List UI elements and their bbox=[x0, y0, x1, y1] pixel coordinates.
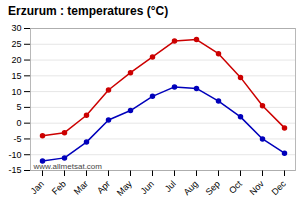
svg-text:-10: -10 bbox=[8, 150, 21, 160]
svg-text:Jun: Jun bbox=[139, 179, 156, 196]
svg-text:10: 10 bbox=[11, 86, 21, 96]
svg-text:25: 25 bbox=[11, 39, 21, 49]
svg-text:20: 20 bbox=[11, 55, 21, 65]
html-text:Erzurum : temperatures (°C): Erzurum : temperatures (°C) bbox=[8, 4, 169, 18]
svg-text:Sep: Sep bbox=[204, 179, 222, 197]
svg-text:Apr: Apr bbox=[95, 179, 112, 196]
svg-text:Feb: Feb bbox=[50, 179, 68, 197]
svg-text:Dec: Dec bbox=[270, 178, 289, 197]
svg-text:Jan: Jan bbox=[29, 179, 46, 196]
svg-text:0: 0 bbox=[16, 118, 21, 128]
svg-text:5: 5 bbox=[16, 102, 21, 112]
svg-text:30: 30 bbox=[11, 23, 21, 33]
svg-text:-5: -5 bbox=[13, 134, 21, 144]
svg-text:May: May bbox=[115, 178, 134, 197]
svg-text:www.allmetsat.com: www.allmetsat.com bbox=[33, 162, 103, 171]
svg-text:15: 15 bbox=[11, 71, 21, 81]
svg-text:Oct: Oct bbox=[227, 178, 244, 195]
svg-text:-15: -15 bbox=[8, 165, 21, 175]
svg-text:Nov: Nov bbox=[248, 178, 267, 197]
svg-text:Mar: Mar bbox=[72, 179, 90, 197]
svg-text:Jul: Jul bbox=[163, 179, 178, 194]
svg-text:Aug: Aug bbox=[182, 179, 200, 197]
